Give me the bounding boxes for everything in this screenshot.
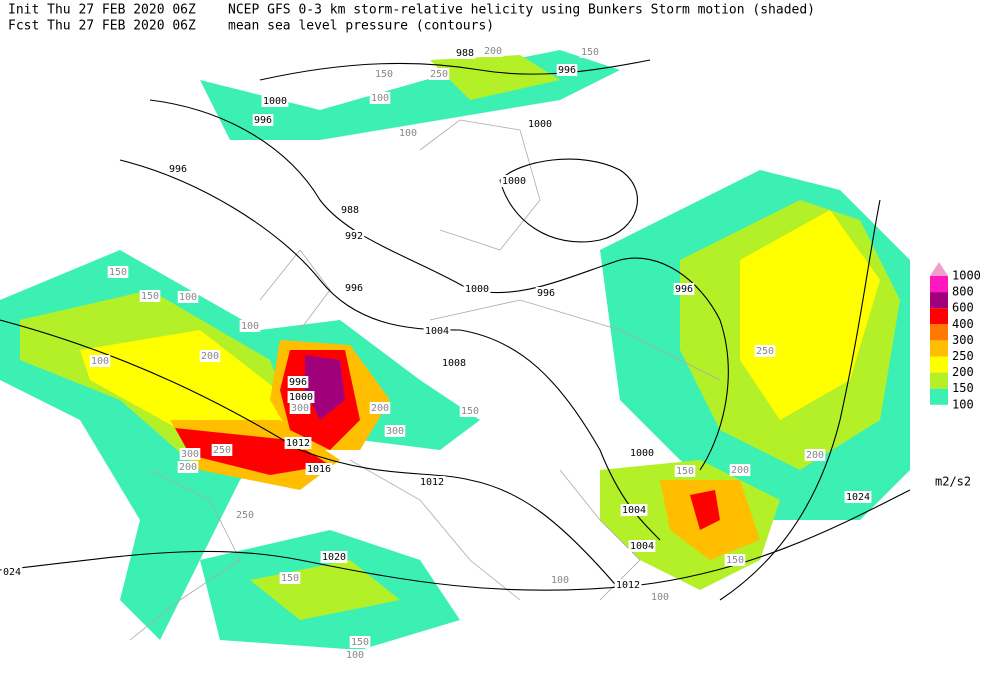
init-time: Init Thu 27 FEB 2020 06Z: [8, 3, 196, 18]
helicity-label: 150: [109, 267, 127, 278]
isobar-label: 1000: [289, 392, 313, 403]
helicity-label: 250: [756, 346, 774, 357]
legend-swatch: [930, 324, 948, 341]
legend-label: 250: [952, 349, 974, 363]
isobar-label: 1000: [263, 96, 287, 107]
helicity-label: 150: [461, 406, 479, 417]
isobar-label: 996: [558, 65, 576, 76]
forecast-time: Fcst Thu 27 FEB 2020 06Z: [8, 19, 196, 34]
isobar-label: 988: [341, 205, 359, 216]
helicity-label: 100: [371, 93, 389, 104]
helicity-label: 150: [141, 291, 159, 302]
isobar-label: 996: [675, 284, 693, 295]
helicity-label: 100: [399, 128, 417, 139]
legend-label: 300: [952, 333, 974, 347]
isobar-label: 1000: [465, 284, 489, 295]
isobar-label: 1008: [442, 358, 466, 369]
legend-swatch: [930, 372, 948, 389]
legend-swatch: [930, 292, 948, 309]
legend-label: 100: [952, 397, 974, 411]
isobar-label: 1004: [630, 541, 654, 552]
legend: m2/s2 1000 800 600 400 300 250 200 150 100: [930, 262, 981, 489]
contour-field: mean sea level pressure (contours): [228, 19, 494, 34]
helicity-label: 100: [179, 292, 197, 303]
helicity-label: 300: [181, 449, 199, 460]
helicity-label: 200: [731, 465, 749, 476]
shaded-field: NCEP GFS 0-3 km storm-relative helicity …: [228, 3, 815, 18]
legend-swatch: [930, 356, 948, 373]
isobar-label: 1004: [622, 505, 646, 516]
legend-swatch: [930, 308, 948, 325]
legend-label: 400: [952, 317, 974, 331]
legend-unit: m2/s2: [935, 475, 971, 489]
legend-swatch: [930, 340, 948, 357]
isobar-label: 996: [289, 377, 307, 388]
isobar-label: 1000: [528, 119, 552, 130]
isobar-label: 1012: [616, 580, 640, 591]
legend-swatch: [930, 276, 948, 293]
helicity-label: 150: [581, 47, 599, 58]
isobar-label: 996: [169, 164, 187, 175]
isobar-labels: 988 996 1000 996 1000 996 1000 988 992 996 1000 996…: [1, 47, 872, 591]
legend-label: 150: [952, 381, 974, 395]
helicity-label: 200: [201, 351, 219, 362]
helicity-label: 250: [430, 69, 448, 80]
isobar-label: 996: [254, 115, 272, 126]
legend-label: 1000: [952, 269, 981, 283]
helicity-label: 100: [241, 321, 259, 332]
isobar-label: 1000: [630, 448, 654, 459]
helicity-label: 150: [351, 637, 369, 648]
helicity-label: 200: [179, 462, 197, 473]
legend-swatch: [930, 388, 948, 405]
isobar-label: 1012: [420, 477, 444, 488]
legend-label: 800: [952, 285, 974, 299]
helicity-label: 100: [91, 356, 109, 367]
isobar-label: 988: [456, 48, 474, 59]
legend-label: 600: [952, 301, 974, 315]
helicity-label: 200: [484, 46, 502, 57]
helicity-labels: 200 150 250 150 100 100 150 100 150 100 200 100 300 2…: [89, 45, 826, 661]
isobar-label: 1020: [322, 552, 346, 563]
isobar-label: 1016: [307, 464, 331, 475]
helicity-label: 100: [551, 575, 569, 586]
helicity-label: 150: [375, 69, 393, 80]
isobar-label: 024: [3, 567, 21, 578]
helicity-label: 100: [651, 592, 669, 603]
isobar-label: 1004: [425, 326, 449, 337]
helicity-label: 300: [386, 426, 404, 437]
helicity-label: 250: [213, 445, 231, 456]
helicity-label: 150: [281, 573, 299, 584]
isobar-label: 996: [537, 288, 555, 299]
isobar-label: 1024: [846, 492, 870, 503]
helicity-label: 150: [726, 555, 744, 566]
legend-swatch: [930, 262, 948, 276]
isobar-label: 1000: [502, 176, 526, 187]
helicity-label: 200: [806, 450, 824, 461]
legend-label: 200: [952, 365, 974, 379]
isobar-label: 1012: [286, 438, 310, 449]
isobar-label: 996: [345, 283, 363, 294]
helicity-label: 150: [676, 466, 694, 477]
helicity-label: 100: [346, 650, 364, 661]
isobar-label: 992: [345, 231, 363, 242]
helicity-label: 300: [291, 403, 309, 414]
helicity-label: 200: [371, 403, 389, 414]
helicity-label: 250: [236, 510, 254, 521]
